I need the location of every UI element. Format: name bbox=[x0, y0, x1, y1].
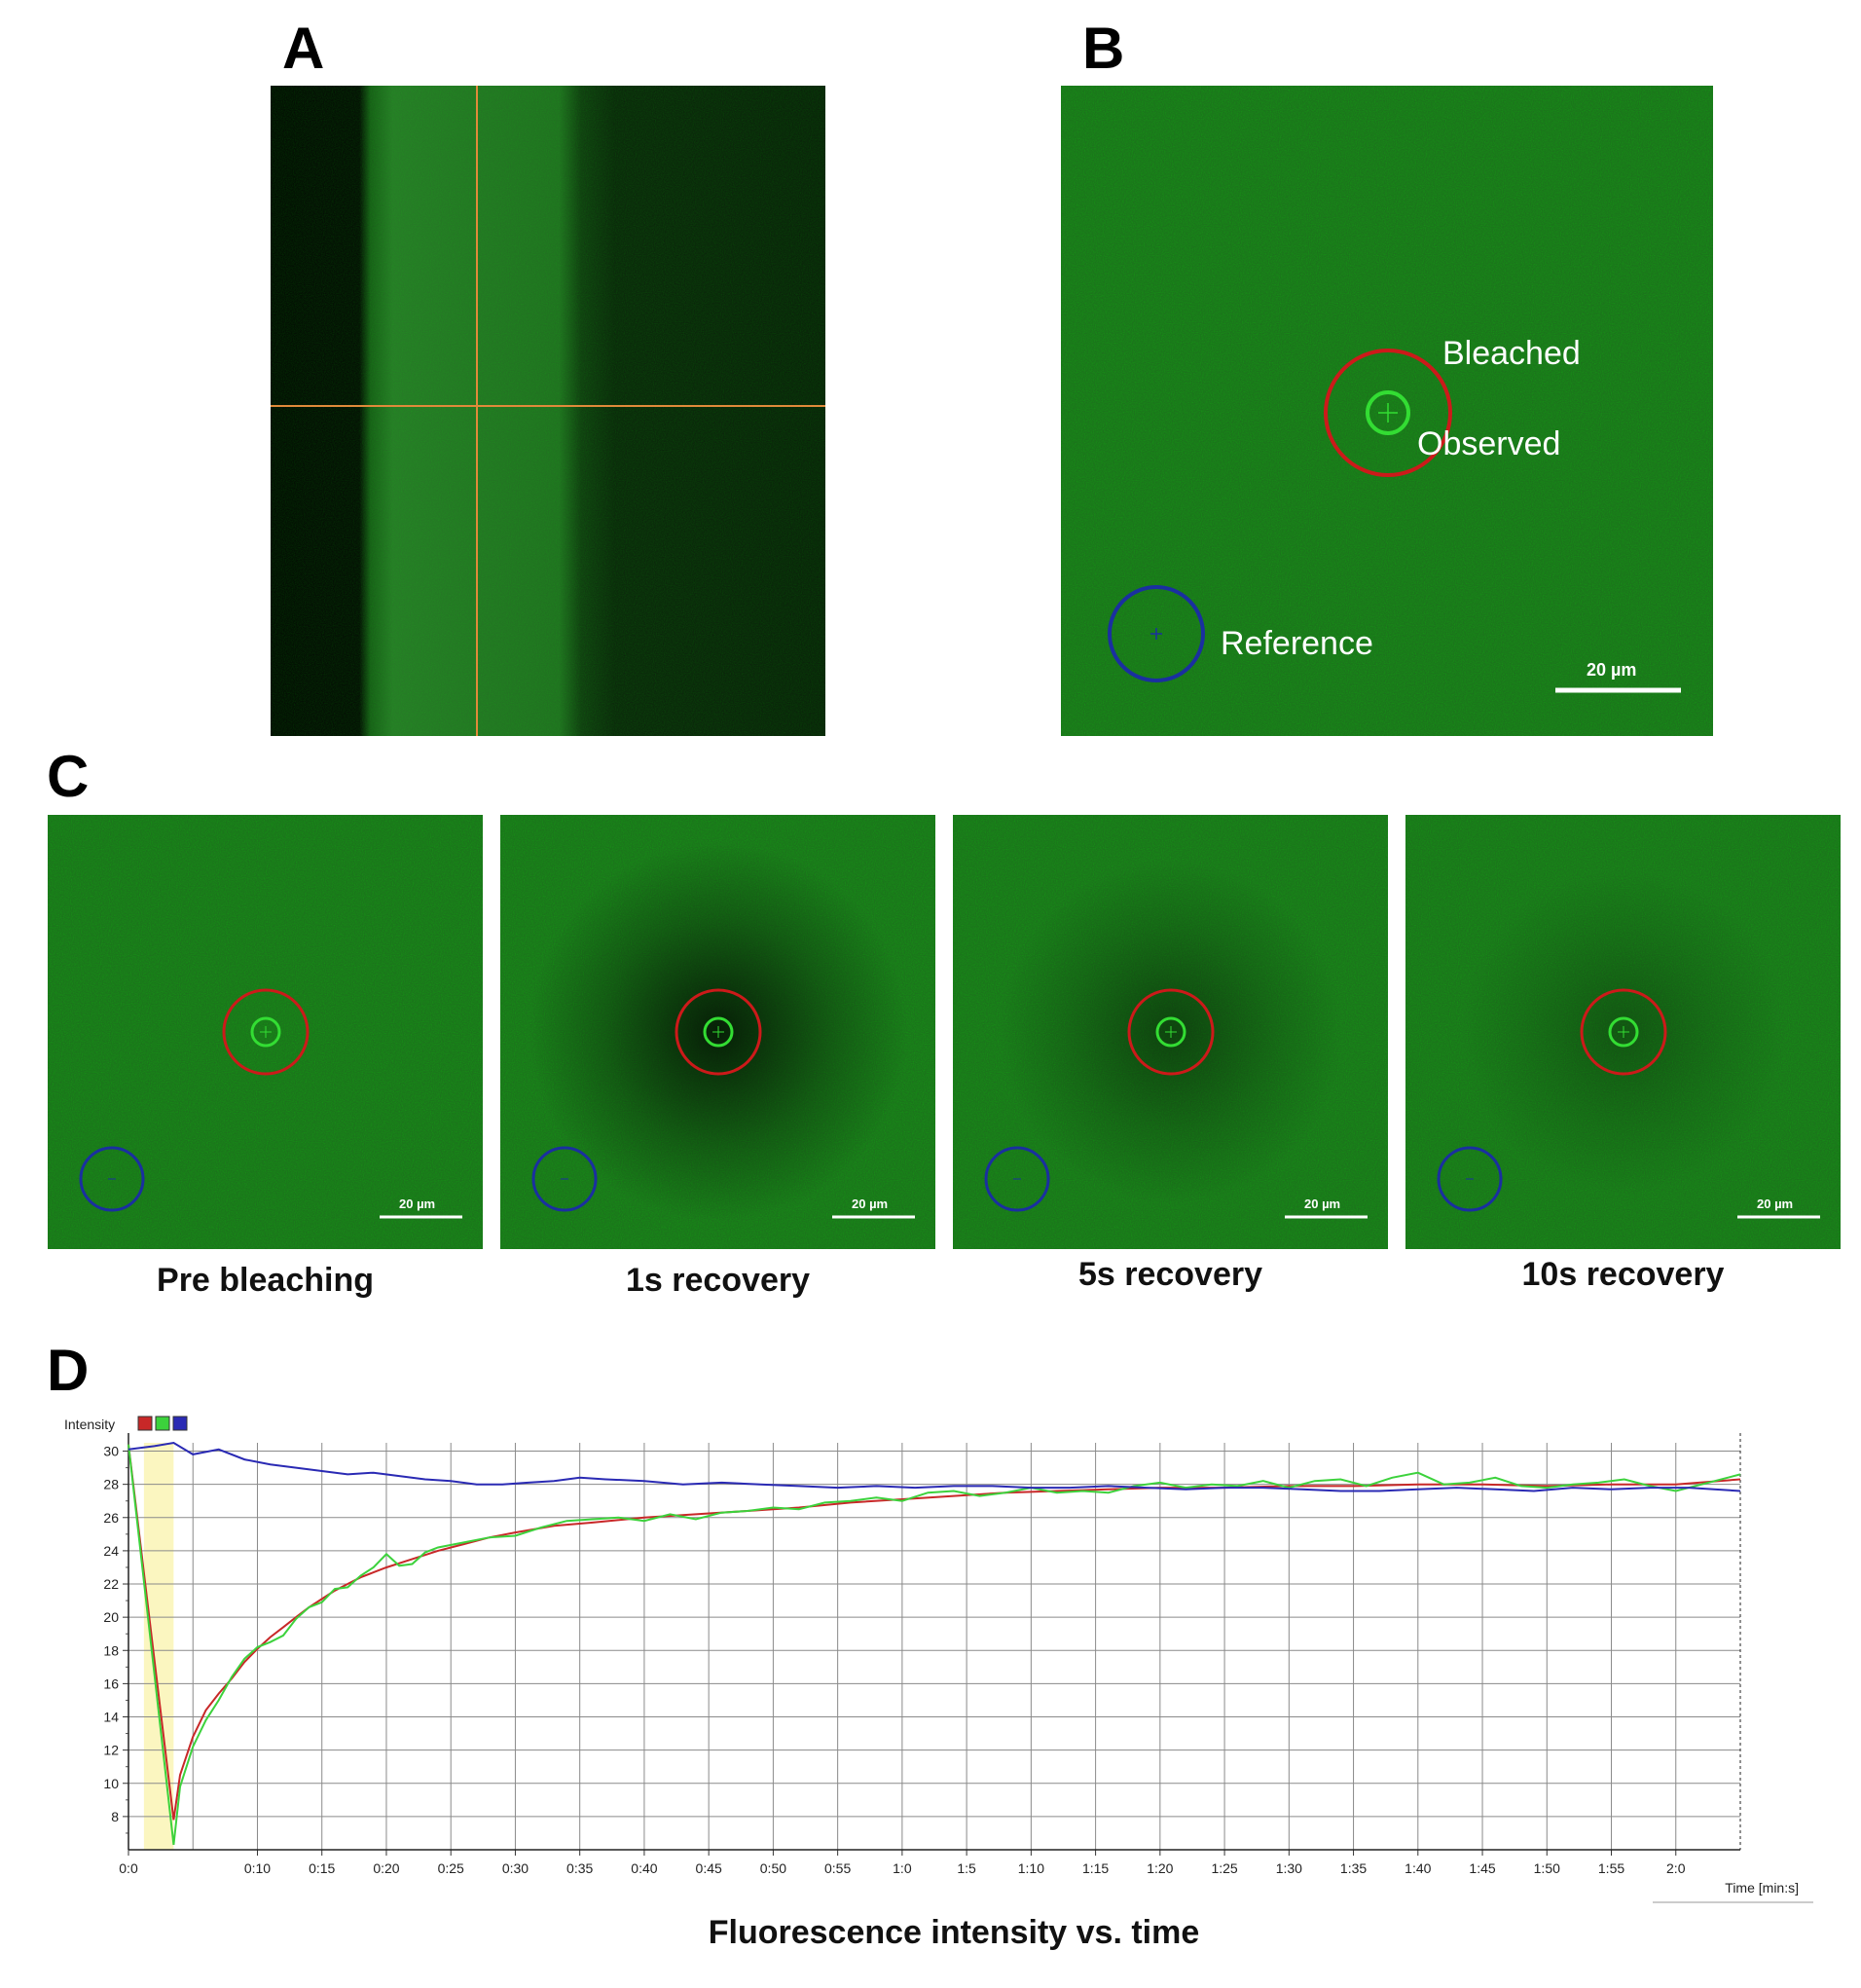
reference-roi-circle bbox=[984, 1146, 1050, 1212]
scale-bar-label: 20 µm bbox=[1304, 1196, 1341, 1211]
frame-caption: 5s recovery bbox=[1077, 1256, 1263, 1293]
x-tick-label: 1:30 bbox=[1276, 1860, 1302, 1876]
series-line-3 bbox=[128, 1441, 1741, 1492]
x-axis-label: Time [min:s] bbox=[1725, 1880, 1799, 1896]
observed-roi-circle bbox=[1155, 1016, 1186, 1048]
panel-letter-a: A bbox=[282, 16, 325, 81]
y-tick-label: 16 bbox=[103, 1675, 119, 1691]
x-tick-label: 0:25 bbox=[438, 1860, 464, 1876]
frame-caption: 10s recovery bbox=[1521, 1256, 1725, 1293]
y-tick-label: 10 bbox=[103, 1776, 119, 1791]
label-reference: Reference bbox=[1221, 625, 1373, 662]
x-tick-label: 0:35 bbox=[566, 1860, 593, 1876]
y-tick-label: 26 bbox=[103, 1510, 119, 1526]
frame-caption: Pre bleaching bbox=[157, 1262, 374, 1299]
panel-b-image: Bleached Observed Reference 20 µm bbox=[1061, 86, 1713, 736]
observed-roi-circle bbox=[1366, 390, 1410, 435]
panel-letter-b: B bbox=[1082, 16, 1125, 81]
panel-letter-c: C bbox=[47, 744, 90, 809]
chart-caption: Fluorescence intensity vs. time bbox=[708, 1914, 1200, 1951]
label-observed: Observed bbox=[1417, 425, 1561, 462]
x-tick-label: 1:0 bbox=[893, 1860, 912, 1876]
y-tick-label: 24 bbox=[103, 1543, 119, 1559]
bleached-roi-circle bbox=[222, 988, 310, 1076]
x-tick-label: 1:25 bbox=[1211, 1860, 1237, 1876]
bleached-roi-circle bbox=[1580, 988, 1667, 1076]
x-tick-label: 0:45 bbox=[696, 1860, 722, 1876]
x-tick-label: 1:35 bbox=[1340, 1860, 1367, 1876]
panel-c-frame-4: 20 µm bbox=[1405, 815, 1841, 1249]
x-tick-label: 0:0 bbox=[119, 1860, 138, 1876]
bleached-roi-circle bbox=[1324, 349, 1452, 477]
scale-bar-label: 20 µm bbox=[399, 1196, 436, 1211]
x-tick-label: 1:20 bbox=[1147, 1860, 1173, 1876]
frame-caption: 1s recovery bbox=[625, 1262, 811, 1299]
reference-roi-circle bbox=[1108, 585, 1205, 682]
scale-bar-label: 20 µm bbox=[852, 1196, 889, 1211]
observed-roi-circle bbox=[1608, 1016, 1639, 1048]
panel-c-frame-2: 20 µm bbox=[500, 815, 935, 1249]
y-tick-label: 20 bbox=[103, 1609, 119, 1625]
x-tick-label: 0:30 bbox=[502, 1860, 529, 1876]
x-tick-label: 0:55 bbox=[824, 1860, 851, 1876]
panel-letter-d: D bbox=[47, 1338, 90, 1403]
series-line-2 bbox=[128, 1444, 1741, 1846]
x-tick-label: 1:55 bbox=[1598, 1860, 1624, 1876]
scale-bar-label: 20 µm bbox=[1587, 660, 1637, 680]
observed-roi-circle bbox=[250, 1016, 281, 1048]
panel-c-frame-3: 20 µm bbox=[953, 815, 1388, 1249]
x-tick-label: 1:10 bbox=[1018, 1860, 1044, 1876]
scale-bar-label: 20 µm bbox=[1757, 1196, 1794, 1211]
panel-a-image bbox=[271, 86, 825, 736]
panel-d-chart: 8 10 12 14 16 18 20 22 24 26 28 30 0:0 0:10 0:15 0:20 0:… bbox=[64, 1416, 1813, 1903]
x-tick-label: 1:45 bbox=[1469, 1860, 1495, 1876]
y-axis-label: Intensity bbox=[64, 1417, 115, 1432]
x-tick-label: 1:15 bbox=[1082, 1860, 1109, 1876]
label-bleached: Bleached bbox=[1442, 335, 1581, 372]
y-tick-label: 14 bbox=[103, 1710, 119, 1725]
y-tick-label: 30 bbox=[103, 1444, 119, 1459]
y-tick-label: 22 bbox=[103, 1576, 119, 1592]
reference-roi-circle bbox=[1437, 1146, 1503, 1212]
y-tick-label: 18 bbox=[103, 1642, 119, 1658]
x-tick-label: 0:20 bbox=[373, 1860, 399, 1876]
legend-swatch bbox=[137, 1416, 153, 1431]
x-tick-label: 1:50 bbox=[1534, 1860, 1560, 1876]
reference-roi-circle bbox=[79, 1146, 145, 1212]
legend-swatch bbox=[172, 1416, 188, 1431]
bleached-roi-circle bbox=[675, 988, 762, 1076]
legend-swatch bbox=[155, 1416, 170, 1431]
y-tick-label: 8 bbox=[111, 1809, 119, 1824]
y-tick-label: 28 bbox=[103, 1477, 119, 1492]
x-tick-label: 0:40 bbox=[631, 1860, 657, 1876]
panel-c-frame-1: 20 µm bbox=[48, 815, 483, 1249]
x-tick-label: 1:5 bbox=[957, 1860, 976, 1876]
x-tick-label: 0:50 bbox=[760, 1860, 786, 1876]
y-tick-label: 12 bbox=[103, 1743, 119, 1758]
observed-roi-circle bbox=[703, 1016, 734, 1048]
x-tick-label: 1:40 bbox=[1405, 1860, 1431, 1876]
series-line-1 bbox=[128, 1444, 1741, 1821]
reference-roi-circle bbox=[531, 1146, 598, 1212]
x-tick-label: 0:10 bbox=[244, 1860, 271, 1876]
x-tick-label: 2:0 bbox=[1666, 1860, 1686, 1876]
bleached-roi-circle bbox=[1127, 988, 1215, 1076]
x-tick-label: 0:15 bbox=[309, 1860, 335, 1876]
